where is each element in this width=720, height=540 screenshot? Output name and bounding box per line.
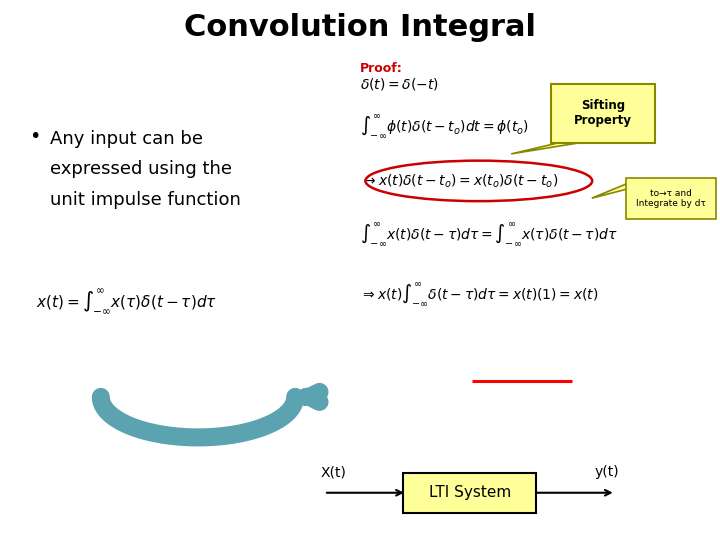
Text: y(t): y(t) — [595, 465, 619, 480]
Text: to→τ and
Integrate by dτ: to→τ and Integrate by dτ — [636, 189, 706, 208]
Text: $\rightarrow x(t)\delta(t-t_o) = x(t_o)\delta(t-t_o)$: $\rightarrow x(t)\delta(t-t_o) = x(t_o)\… — [361, 172, 559, 190]
Text: LTI System: LTI System — [428, 485, 511, 500]
Text: •: • — [29, 127, 40, 146]
Text: $x(t) = \int_{-\infty}^{\infty} x(\tau)\delta(t-\tau)d\tau$: $x(t) = \int_{-\infty}^{\infty} x(\tau)\… — [36, 288, 217, 317]
Text: $\delta(t) = \delta(-t)$: $\delta(t) = \delta(-t)$ — [360, 76, 439, 92]
FancyBboxPatch shape — [551, 84, 655, 143]
Text: $\int_{-\infty}^{\infty} x(t)\delta(t-\tau)d\tau = \int_{-\infty}^{\infty} x(\ta: $\int_{-\infty}^{\infty} x(t)\delta(t-\t… — [360, 221, 618, 248]
FancyBboxPatch shape — [626, 178, 716, 219]
Text: Proof:: Proof: — [360, 62, 402, 75]
Text: Convolution Integral: Convolution Integral — [184, 14, 536, 43]
Text: Any input can be: Any input can be — [50, 130, 204, 147]
Text: Sifting
Property: Sifting Property — [574, 99, 632, 127]
Text: X(t): X(t) — [320, 465, 346, 480]
Text: unit impulse function: unit impulse function — [50, 191, 241, 209]
Polygon shape — [511, 140, 594, 154]
Polygon shape — [592, 181, 659, 198]
Text: expressed using the: expressed using the — [50, 160, 233, 178]
Text: $\Rightarrow x(t)\int_{-\infty}^{\infty} \delta(t-\tau)d\tau = x(t)(1) = x(t)$: $\Rightarrow x(t)\int_{-\infty}^{\infty}… — [360, 281, 598, 308]
Text: $\int_{-\infty}^{\infty} \phi(t)\delta(t-t_o)dt = \phi(t_o)$: $\int_{-\infty}^{\infty} \phi(t)\delta(t… — [360, 113, 529, 140]
FancyBboxPatch shape — [403, 472, 536, 513]
